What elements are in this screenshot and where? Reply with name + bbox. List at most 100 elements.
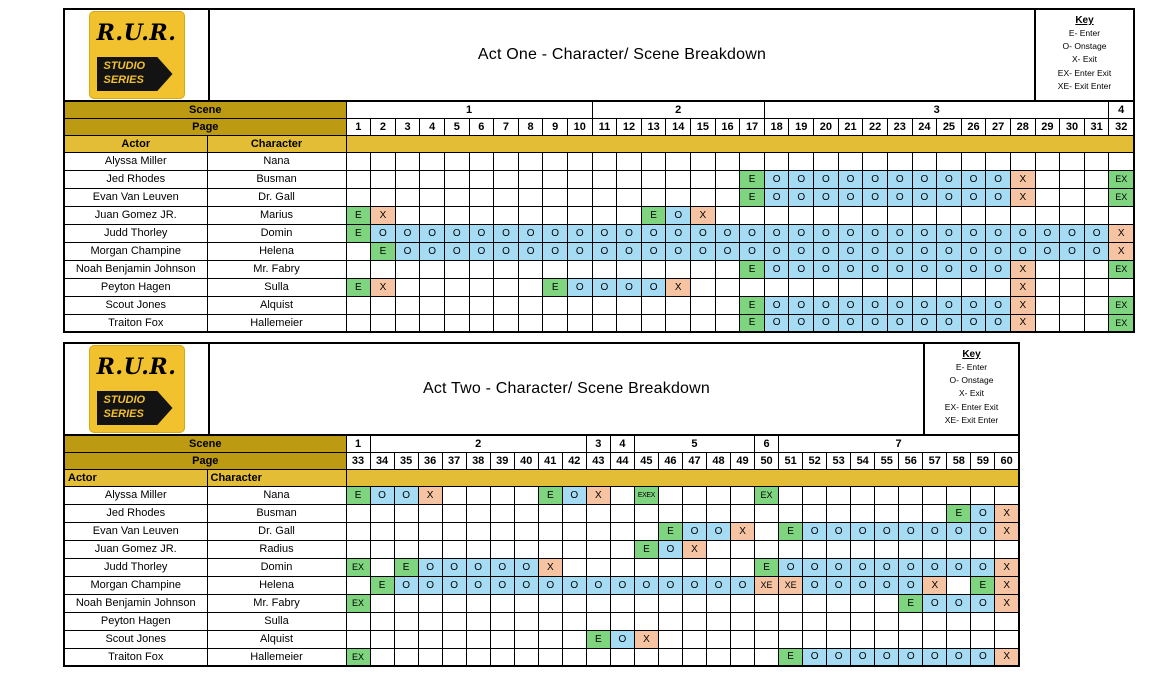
scene-cell: O: [802, 557, 828, 577]
scene-cell: O: [898, 521, 924, 541]
character-name: Helena: [206, 575, 347, 595]
scene-cell: EX: [1108, 169, 1135, 189]
scene-cell: [609, 521, 635, 541]
scene-cell: [922, 629, 948, 649]
character-name: Hallemeier: [206, 647, 347, 667]
scene-cell: [970, 485, 996, 505]
scene-cell: E: [393, 557, 419, 577]
scene-cell: O: [946, 593, 972, 613]
scene-cell: [802, 503, 828, 523]
scene-cell: O: [837, 187, 864, 207]
scene-cell: X: [1009, 259, 1036, 279]
scene-cell: O: [813, 241, 839, 261]
scene-cell: [561, 629, 587, 649]
scene-cell: [763, 277, 790, 297]
scene-cell: [985, 205, 1011, 225]
scene-cell: O: [1009, 223, 1036, 243]
scene-cell: O: [739, 241, 765, 261]
page-row: Page 33 34 35 36 37 38 39 40 41 42 43 44 45 46 47 48 49 50…: [63, 451, 1020, 470]
scene-cell: [874, 539, 900, 559]
scene-cell: [788, 205, 815, 225]
character-name: Alquist: [206, 295, 347, 315]
scene-cell: [417, 593, 443, 613]
scene-cell: O: [419, 223, 445, 243]
page-number: 30: [1059, 117, 1085, 136]
logo-area: R.U.R. STUDIO SERIES: [65, 344, 208, 434]
scene-cell: [419, 295, 445, 315]
scene-cell: O: [665, 241, 692, 261]
scene-cell: [714, 259, 741, 279]
scene-cell: [705, 629, 732, 649]
scene-cell: [754, 539, 780, 559]
scene-cell: [1083, 313, 1110, 333]
scene-cell: O: [936, 295, 962, 315]
scene-cell: [946, 485, 972, 505]
scene-number: 4: [1108, 100, 1135, 119]
scene-cell: [345, 241, 372, 261]
scene-cell: X: [1009, 169, 1036, 189]
scene-cell: O: [489, 557, 515, 577]
scene-cell: O: [665, 223, 692, 243]
scene-cell: O: [985, 295, 1011, 315]
scene-cell: O: [970, 521, 996, 541]
scene-cell: O: [763, 259, 790, 279]
scene-cell: [763, 151, 790, 171]
scene-cell: O: [837, 223, 864, 243]
scene-cell: [985, 151, 1011, 171]
scene-cell: XE: [778, 575, 804, 595]
scene-cell: [561, 521, 587, 541]
scene-cell: O: [936, 169, 962, 189]
scene-cell: [850, 629, 876, 649]
scene-cell: [1009, 151, 1036, 171]
actor-name: Noah Benjamin Johnson: [63, 593, 208, 613]
scene-row: Scene 1 2 3 4 5 6 7: [63, 434, 1020, 453]
scene-cell: [970, 611, 996, 631]
scene-cell: [778, 629, 804, 649]
table-row: Juan Gomez JR. Marius E X E O X: [63, 205, 1135, 225]
scene-cell: [739, 151, 765, 171]
actor-name: Scout Jones: [63, 629, 208, 649]
scene-cell: X: [994, 521, 1020, 541]
rur-logo: R.U.R. STUDIO SERIES: [88, 345, 185, 433]
table-row: Juan Gomez JR. Radius E O X: [63, 539, 1020, 559]
scene-cell: [911, 151, 938, 171]
scene-cell: EX: [345, 647, 371, 667]
scene-cell: [898, 485, 924, 505]
scene-cell: O: [886, 241, 913, 261]
scene-cell: [561, 593, 587, 613]
actor-name: Alyssa Miller: [63, 485, 208, 505]
scene-cell: [441, 485, 467, 505]
scene-cell: [657, 557, 683, 577]
page-number: 14: [665, 117, 692, 136]
scene-cell: O: [813, 223, 839, 243]
page-number: 25: [936, 117, 962, 136]
scene-cell: [778, 485, 804, 505]
scene-cell: O: [585, 575, 611, 595]
scene-cell: O: [443, 241, 470, 261]
page-number: 9: [542, 117, 568, 136]
scene-cell: O: [739, 223, 765, 243]
scene-cell: O: [417, 575, 443, 595]
scene-cell: [802, 485, 828, 505]
scene-cell: O: [802, 647, 828, 667]
scene-cell: O: [911, 241, 938, 261]
scene-cell: [441, 593, 467, 613]
scene-cell: O: [850, 557, 876, 577]
scene-cell: [837, 151, 864, 171]
scene-cell: E: [345, 277, 372, 297]
scene-cell: [417, 539, 443, 559]
scene-cell: X: [994, 647, 1020, 667]
scene-cell: [537, 629, 563, 649]
scene-cell: O: [960, 241, 987, 261]
scene-cell: O: [788, 313, 815, 333]
scene-cell: [994, 611, 1020, 631]
scene-number: 1: [345, 434, 371, 453]
scene-cell: [591, 205, 618, 225]
scene-cell: [537, 593, 563, 613]
scene-cell: O: [778, 557, 804, 577]
page-label: Page: [63, 117, 347, 136]
scene-cell: [417, 521, 443, 541]
scene-cell: O: [813, 187, 839, 207]
scene-cell: E: [778, 521, 804, 541]
act-one-header-band: R.U.R. STUDIO SERIES Act One - Character…: [63, 8, 1135, 100]
